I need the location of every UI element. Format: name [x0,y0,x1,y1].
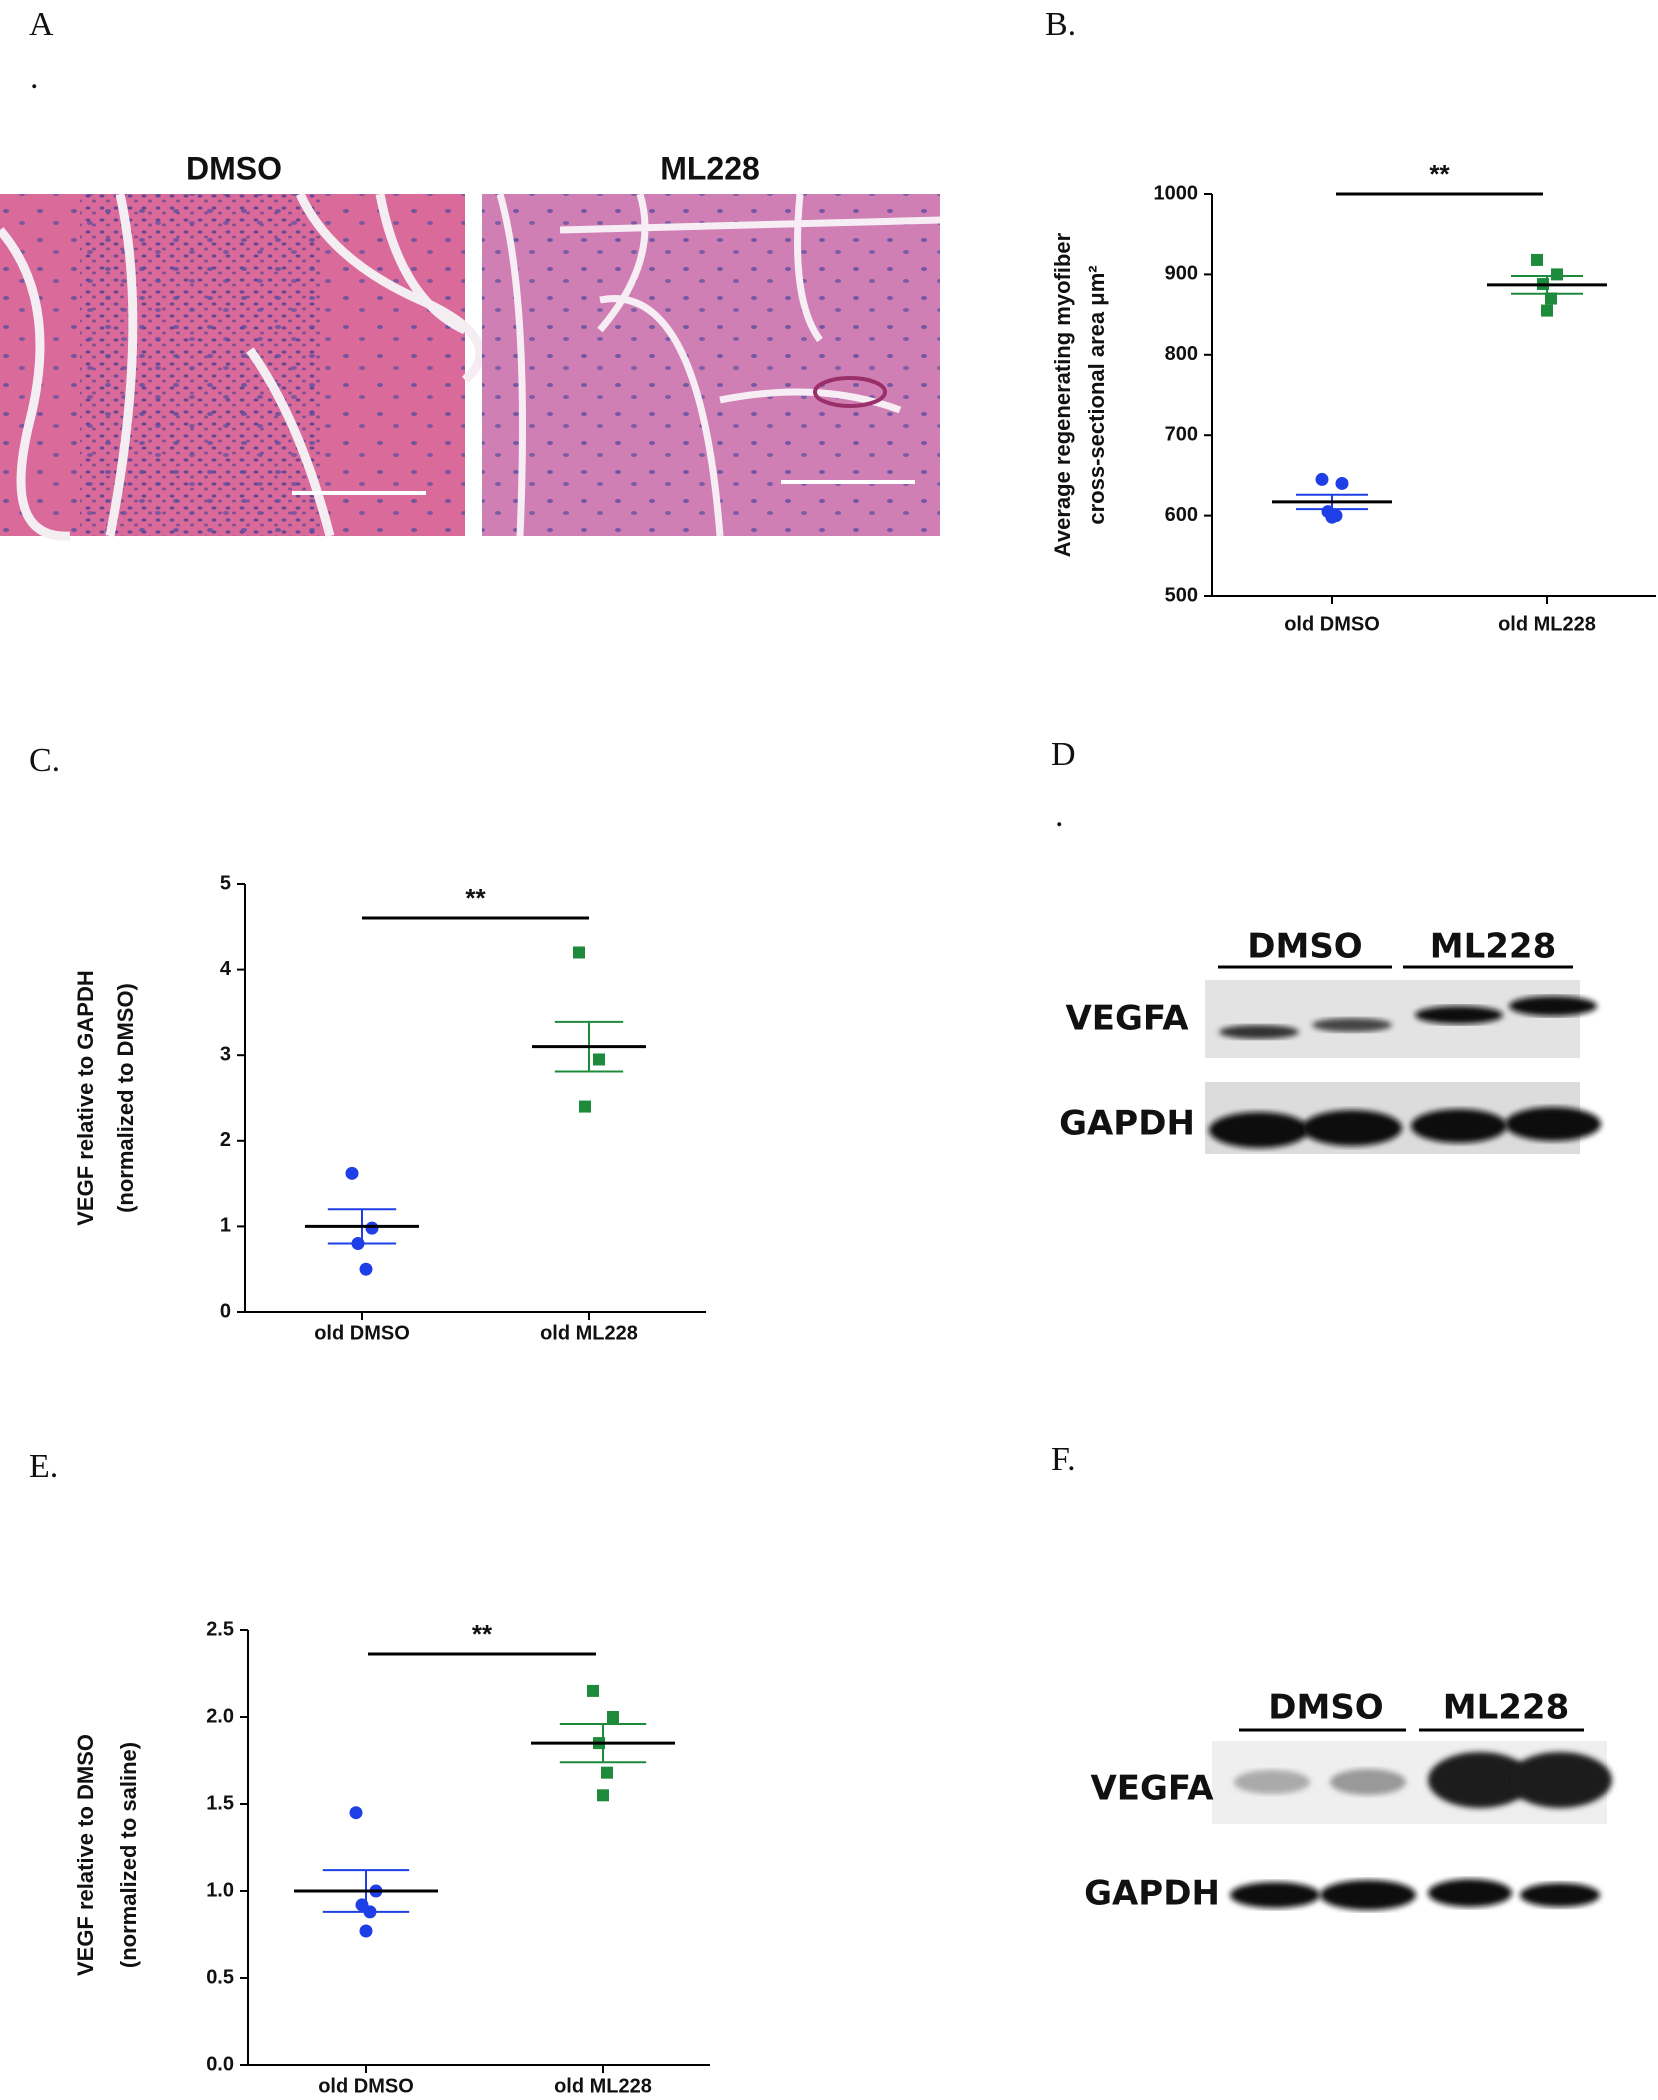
y-tick-label: 800 [1165,343,1198,365]
y-tick-label: 900 [1165,263,1198,285]
data-point [587,1684,599,1697]
y-tick-label: 5 [220,872,231,894]
data-point [593,1053,605,1066]
blot-group-label: DMSO [1247,927,1362,967]
histology-image [482,192,941,537]
data-point [1541,304,1553,317]
data-point [1531,253,1543,266]
y-tick-label: 1000 [1154,182,1199,204]
significance-label: ** [472,1619,493,1649]
significance-label: ** [1429,159,1450,189]
data-point [1545,292,1557,305]
x-tick-label: old DMSO [314,1322,410,1344]
data-point [1551,268,1563,281]
panel-label: B. [1045,6,1076,43]
y-tick-label: 2.0 [206,1705,234,1727]
blot-row-label: VEGFA [1090,1769,1214,1809]
western-blot [1212,1728,1612,1910]
panel-label: . [30,59,39,96]
y-tick-label: 700 [1165,423,1198,445]
y-axis-label: (normalized to saline) [116,1742,141,1968]
blot-row-label: GAPDH [1059,1104,1195,1144]
y-tick-label: 2 [220,1129,231,1151]
data-point [359,1262,373,1276]
y-tick-label: 1.0 [206,1879,234,1901]
data-point [579,1100,591,1113]
y-tick-label: 0.0 [206,2053,234,2075]
y-tick-label: 0 [220,1300,231,1322]
data-point [365,1221,379,1235]
data-point [573,946,585,959]
data-point [597,1789,609,1802]
y-axis-label: Average regenerating myofiber [1050,232,1075,557]
data-point [345,1166,359,1180]
significance-label: ** [465,883,486,913]
blot-group-label: DMSO [1268,1688,1383,1728]
x-tick-label: old DMSO [318,2075,414,2097]
panel-label: F. [1051,1441,1076,1478]
histology-image [0,192,485,541]
panel-label: E. [29,1448,58,1485]
blot-group-label: ML228 [1430,927,1556,967]
x-tick-label: old DMSO [1284,613,1380,635]
y-tick-label: 3 [220,1043,231,1065]
blot-row-label: GAPDH [1084,1874,1220,1914]
histology-label: ML228 [660,150,760,186]
blot-group-label: ML228 [1443,1688,1569,1728]
y-tick-label: 600 [1165,504,1198,526]
panel-label: D [1051,736,1076,773]
y-tick-label: 1 [220,1215,231,1237]
x-tick-label: old ML228 [1498,613,1596,635]
y-tick-label: 500 [1165,584,1198,606]
y-axis-label: (normalized to DMSO) [113,983,138,1213]
y-axis-label: VEGF relative to GAPDH [73,970,98,1226]
data-point [607,1711,619,1723]
histology-label: DMSO [186,150,282,186]
panel-label: A [29,6,54,43]
data-point [1315,472,1329,486]
panel-label: . [1055,797,1064,834]
y-tick-label: 4 [220,958,232,980]
x-tick-label: old ML228 [554,2075,652,2097]
y-tick-label: 2.5 [206,1618,234,1640]
y-tick-label: 1.5 [206,1792,234,1814]
y-axis-label: cross-sectional area μm² [1084,265,1109,524]
data-point [601,1766,613,1779]
data-point [1325,510,1339,524]
data-point [1335,476,1349,490]
panel-label: C. [29,742,60,779]
blot-row-label: VEGFA [1065,999,1189,1039]
x-tick-label: old ML228 [540,1322,638,1344]
western-blot [1205,965,1601,1154]
y-axis-label: VEGF relative to DMSO [73,1734,98,1976]
y-tick-label: 0.5 [206,1966,234,1988]
data-point [349,1806,363,1820]
data-point [359,1924,373,1938]
